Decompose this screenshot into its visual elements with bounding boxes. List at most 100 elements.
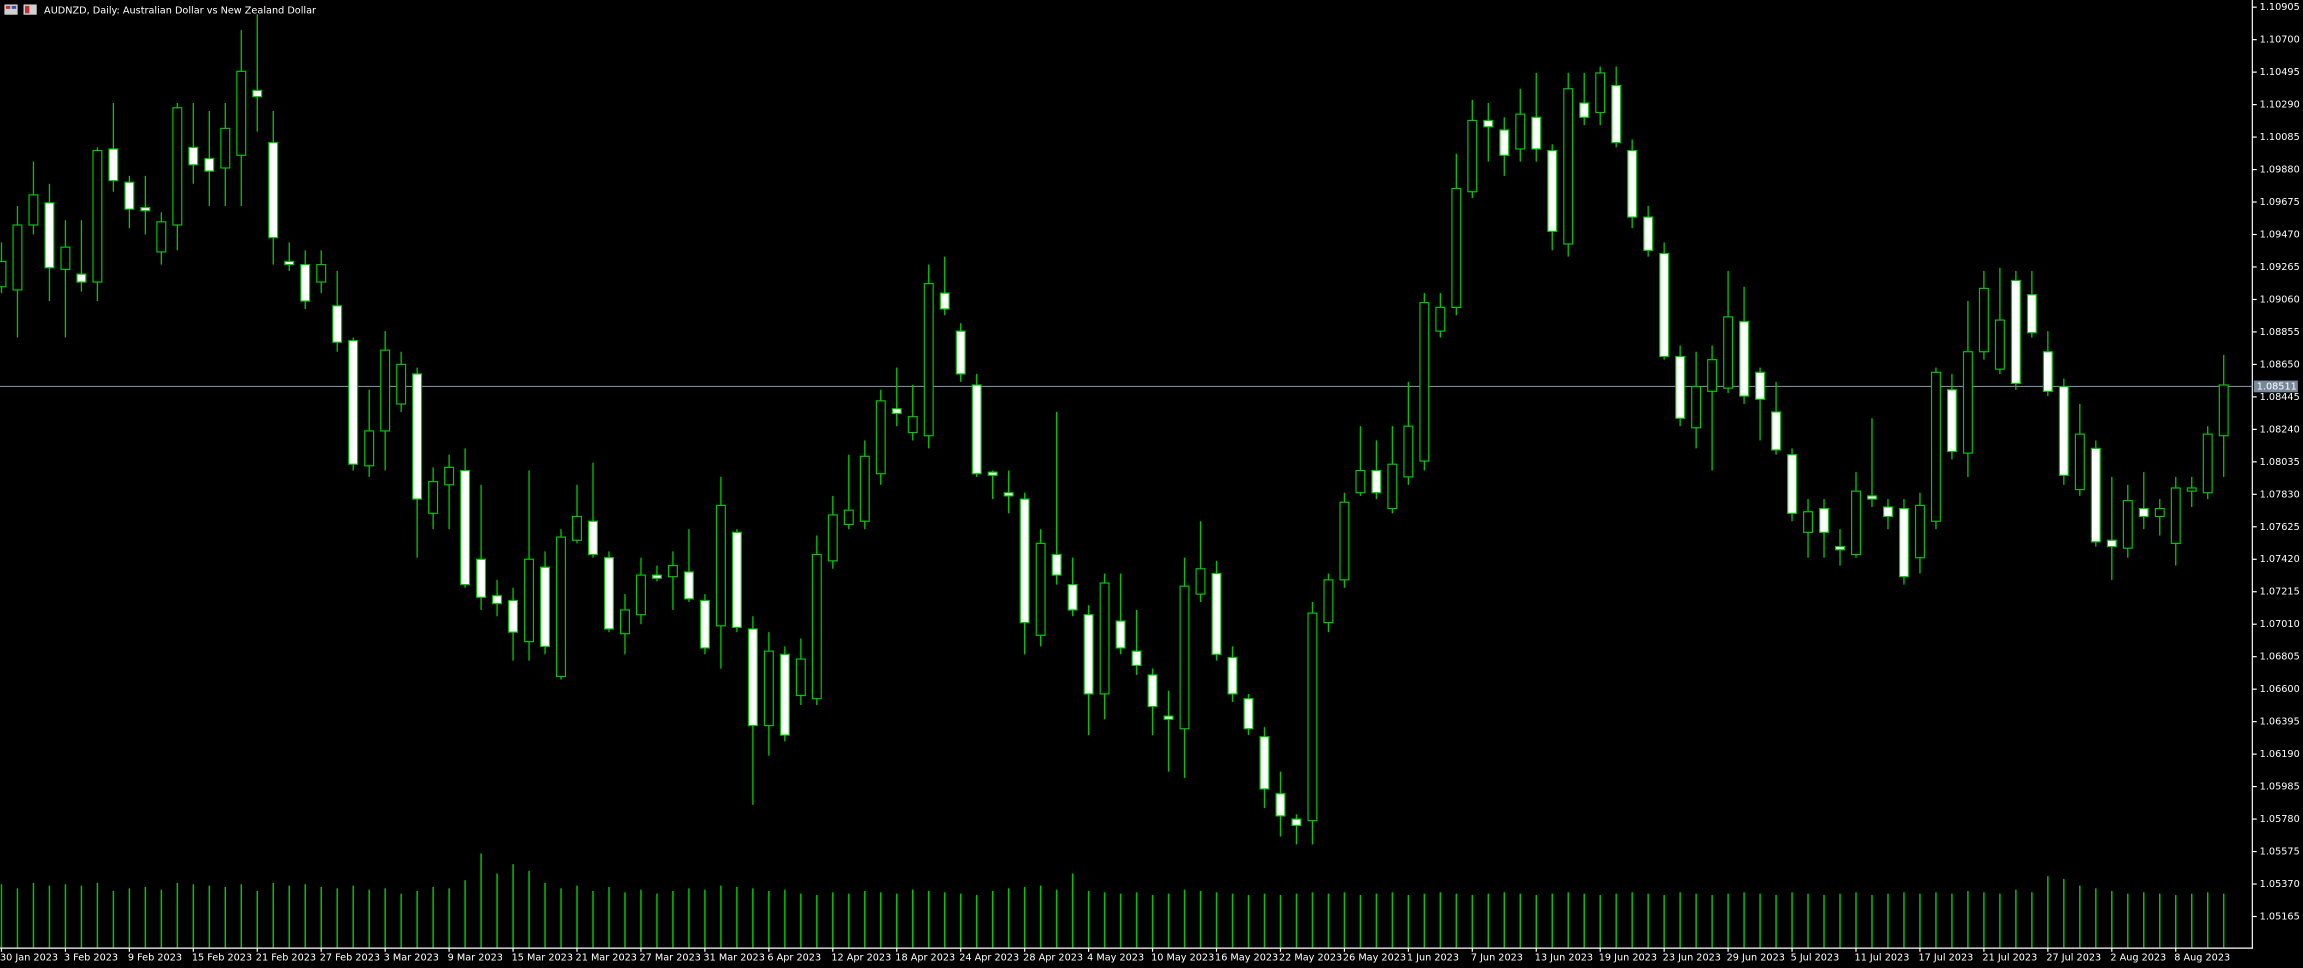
candle-body xyxy=(1339,501,1350,581)
candle-body xyxy=(1291,818,1302,826)
candle-body xyxy=(1147,674,1158,708)
candle-body xyxy=(715,504,726,627)
candle-body xyxy=(1914,504,1925,559)
candle-body xyxy=(476,558,487,598)
candle-body xyxy=(1946,389,1957,453)
candle-body xyxy=(92,149,103,283)
y-tick-label: 1.09675 xyxy=(2260,197,2300,208)
x-tick-label: 12 Apr 2023 xyxy=(831,953,891,964)
x-tick-label: 9 Feb 2023 xyxy=(128,953,182,964)
candle-body xyxy=(1819,507,1830,533)
icon-part xyxy=(11,5,17,9)
candle-body xyxy=(444,466,455,486)
current-price-label: 1.08511 xyxy=(2257,381,2297,392)
x-tick-label: 8 Aug 2023 xyxy=(2174,953,2230,964)
candle-body xyxy=(1978,287,1989,353)
candle-body xyxy=(348,340,359,465)
candle-body xyxy=(2026,294,2037,334)
candle-body xyxy=(2042,351,2053,392)
candle-body xyxy=(2106,539,2117,548)
candle-body xyxy=(60,246,71,270)
y-tick-label: 1.09470 xyxy=(2260,230,2300,241)
candle-body xyxy=(619,609,630,635)
x-tick-label: 3 Feb 2023 xyxy=(64,953,118,964)
candle-body xyxy=(1691,386,1702,429)
candle-body xyxy=(316,264,327,283)
candle-body xyxy=(875,400,886,475)
candle-body xyxy=(939,292,950,310)
candle-body xyxy=(220,127,231,169)
x-tick-label: 21 Mar 2023 xyxy=(576,953,637,964)
x-tick-label: 17 Jul 2023 xyxy=(1918,953,1973,964)
candle-body xyxy=(1243,698,1254,730)
x-tick-label: 23 Jun 2023 xyxy=(1663,953,1721,964)
y-tick-label: 1.05575 xyxy=(2260,847,2300,858)
candle-body xyxy=(252,89,263,98)
candle-body xyxy=(1898,507,1909,578)
candle-body xyxy=(0,260,7,288)
x-tick-label: 21 Feb 2023 xyxy=(256,953,316,964)
candle-body xyxy=(2186,487,2197,492)
current-price-box xyxy=(2253,380,2298,393)
candle-body xyxy=(556,536,567,678)
y-tick-label: 1.07420 xyxy=(2260,554,2300,565)
candle-body xyxy=(1067,584,1078,611)
candle-body xyxy=(859,455,870,522)
y-tick-label: 1.08035 xyxy=(2260,457,2300,468)
candle-body xyxy=(124,181,135,210)
candle-body xyxy=(412,373,423,500)
candle-body xyxy=(2202,433,2213,494)
x-tick-label: 18 Apr 2023 xyxy=(895,953,955,964)
x-tick-label: 5 Jul 2023 xyxy=(1791,953,1840,964)
candle-body xyxy=(1755,371,1766,400)
candle-body xyxy=(2074,433,2085,491)
candle-body xyxy=(1643,216,1654,251)
x-tick-label: 24 Apr 2023 xyxy=(959,953,1019,964)
candle-body xyxy=(396,363,407,405)
candle-body xyxy=(1579,102,1590,118)
candle-body xyxy=(651,574,662,579)
candle-body xyxy=(108,148,119,182)
y-tick-label: 1.08240 xyxy=(2260,424,2300,435)
icon xyxy=(23,4,37,15)
x-tick-label: 3 Mar 2023 xyxy=(384,953,439,964)
candle-body xyxy=(795,658,806,697)
candle-body xyxy=(1275,793,1286,817)
candle-body xyxy=(1003,492,1014,497)
candle-body xyxy=(508,599,519,633)
candle-body xyxy=(28,194,39,226)
y-tick-label: 1.10905 xyxy=(2260,2,2300,13)
y-tick-label: 1.06190 xyxy=(2260,749,2300,760)
x-tick-label: 2 Aug 2023 xyxy=(2110,953,2166,964)
x-tick-label: 16 May 2023 xyxy=(1215,953,1278,964)
candle-body xyxy=(140,206,151,212)
x-tick-label: 6 Apr 2023 xyxy=(767,953,821,964)
y-tick-label: 1.07010 xyxy=(2260,619,2300,630)
y-tick-label: 1.10085 xyxy=(2260,132,2300,143)
candle-body xyxy=(683,571,694,600)
candle-body xyxy=(1163,715,1174,720)
candle-body xyxy=(1707,359,1718,392)
candle-body xyxy=(1611,85,1622,144)
x-tick-label: 1 Jun 2023 xyxy=(1407,953,1459,964)
y-tick-label: 1.05985 xyxy=(2260,782,2300,793)
candle-body xyxy=(1083,614,1094,695)
candle-body xyxy=(891,408,902,415)
candle-body xyxy=(332,305,343,343)
candle-body xyxy=(1355,469,1366,494)
icon-part xyxy=(24,5,30,14)
x-tick-label: 27 Jul 2023 xyxy=(2046,953,2101,964)
candle-body xyxy=(667,565,678,578)
y-tick-label: 1.10495 xyxy=(2260,67,2300,78)
candle-body xyxy=(156,221,167,253)
candle-body xyxy=(1851,490,1861,556)
candle-body xyxy=(2010,279,2021,385)
candle-body xyxy=(1099,582,1110,695)
candle-body xyxy=(971,384,982,475)
candle-body xyxy=(2138,507,2149,518)
candle-body xyxy=(1563,88,1574,245)
candle-body xyxy=(1035,542,1046,636)
y-tick-label: 1.10290 xyxy=(2260,100,2300,111)
